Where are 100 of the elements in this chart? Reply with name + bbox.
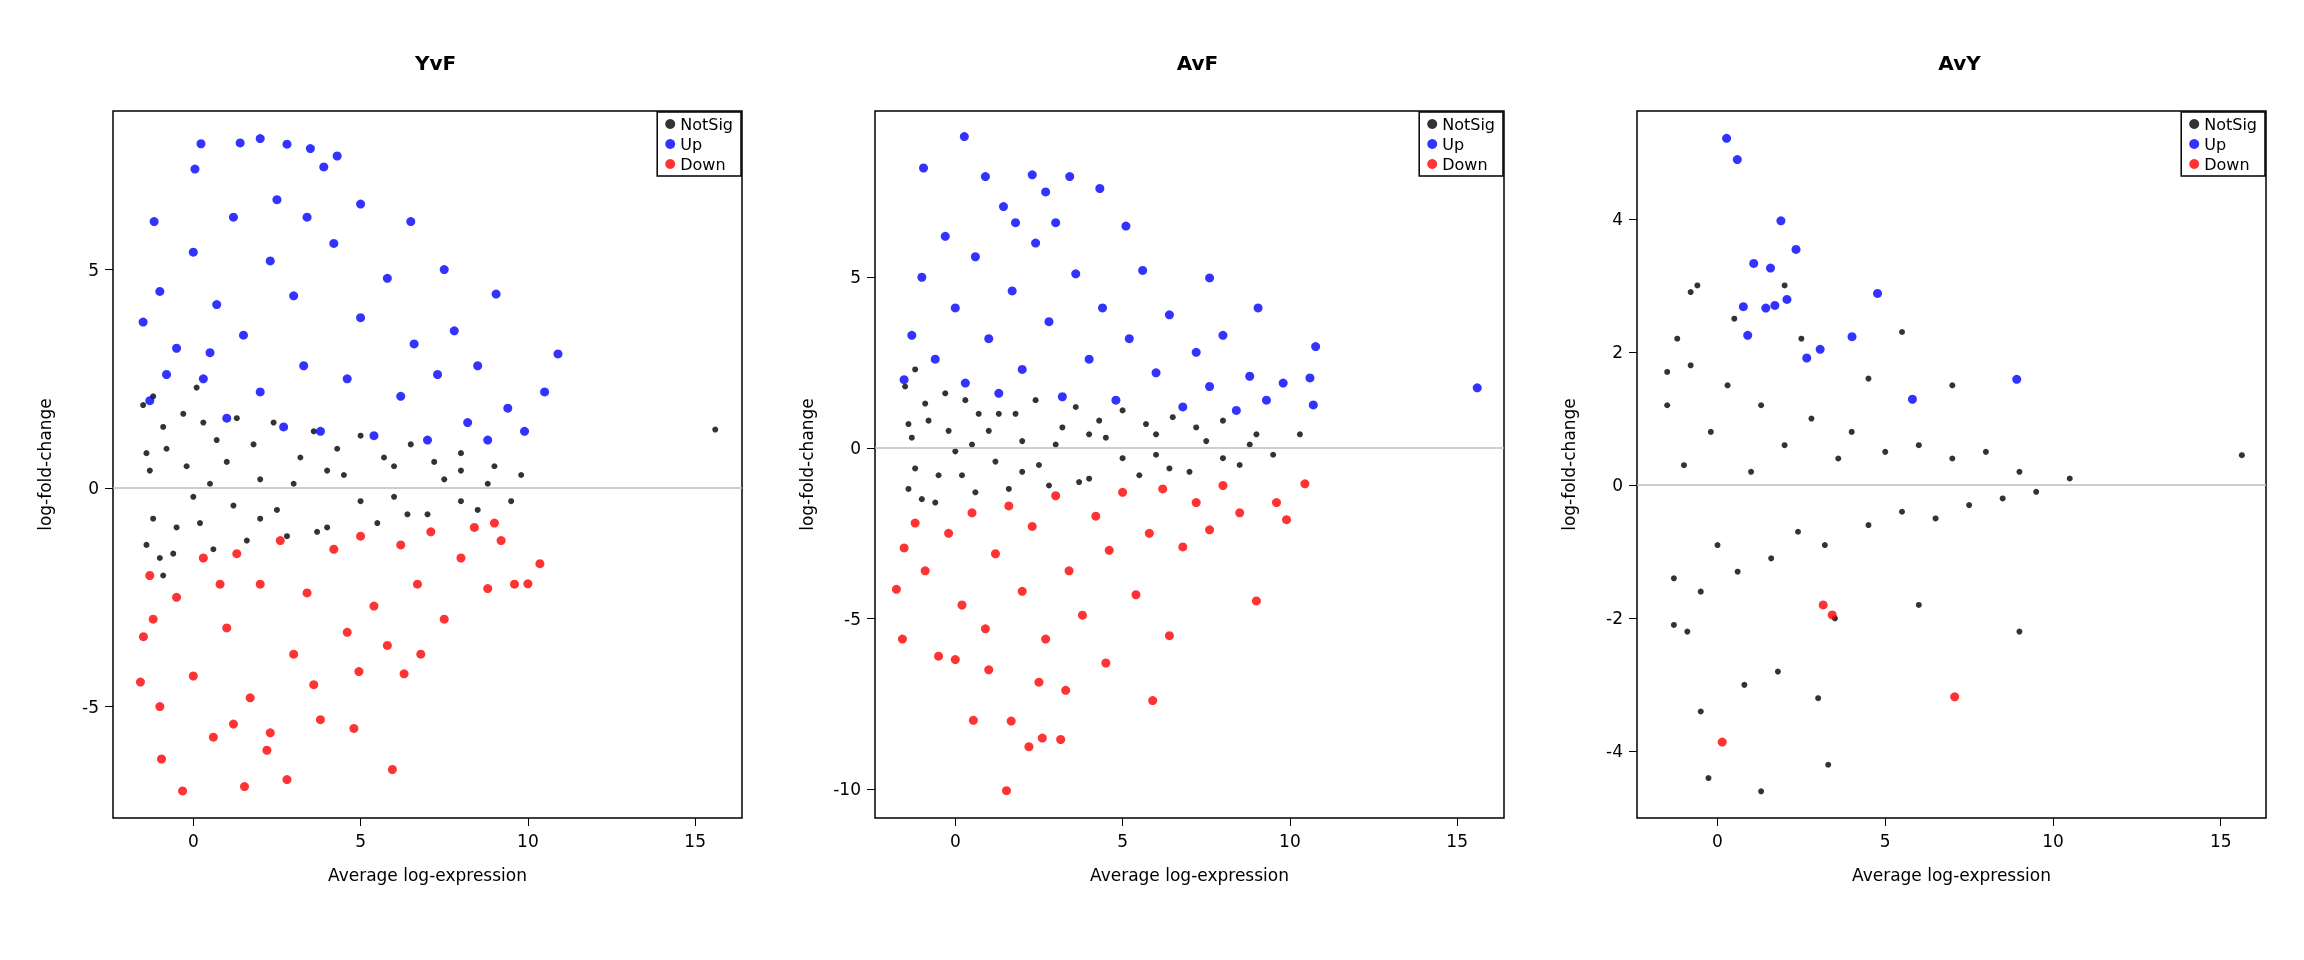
point [1847, 332, 1857, 342]
point [170, 550, 177, 557]
point [1024, 742, 1034, 752]
point [305, 144, 315, 154]
point [257, 515, 264, 522]
point [262, 745, 272, 755]
point [354, 667, 364, 677]
point [1825, 761, 1832, 768]
point [1118, 487, 1128, 497]
point [1694, 282, 1701, 289]
point [920, 566, 930, 576]
point [290, 480, 297, 487]
point [1795, 528, 1802, 535]
point [1770, 300, 1780, 310]
y-tick-label: 0 [850, 437, 861, 458]
point [491, 289, 501, 299]
point [998, 202, 1008, 212]
point [1741, 681, 1748, 688]
legend-label: Up [1442, 134, 1465, 154]
point [282, 775, 292, 785]
point [208, 732, 218, 742]
point [1051, 491, 1061, 501]
point [332, 151, 342, 161]
point [2066, 475, 2073, 482]
legend-label: Down [1442, 154, 1488, 174]
point [198, 553, 208, 563]
point [985, 427, 992, 434]
point [1002, 786, 1011, 796]
point [520, 426, 530, 436]
point [235, 138, 245, 148]
point [1999, 495, 2006, 502]
y-axis-title: log-fold-change [34, 398, 55, 531]
point [1950, 692, 1960, 702]
point [1102, 434, 1109, 441]
point [163, 445, 170, 452]
point [1684, 628, 1691, 635]
point [1915, 601, 1922, 608]
point [155, 286, 165, 296]
point [469, 522, 479, 532]
point [456, 553, 466, 563]
point [1311, 342, 1321, 352]
point [207, 480, 214, 487]
point [1011, 218, 1021, 228]
point [349, 723, 359, 733]
point [1027, 521, 1037, 531]
point [1827, 610, 1837, 620]
point [243, 537, 250, 544]
point [1153, 451, 1160, 458]
point [1670, 575, 1677, 582]
point [1096, 417, 1103, 424]
point [1680, 462, 1687, 469]
point [912, 465, 919, 472]
point [910, 518, 920, 528]
point [1949, 382, 1956, 389]
point [2238, 452, 2245, 459]
point [423, 435, 432, 445]
point [474, 506, 481, 513]
point [1041, 634, 1051, 644]
point [289, 291, 299, 301]
point [1045, 482, 1052, 489]
point [2016, 468, 2023, 475]
point [172, 592, 182, 602]
point [508, 498, 515, 505]
point [1065, 172, 1075, 182]
point [1821, 542, 1828, 549]
point [2033, 488, 2040, 495]
point [1143, 421, 1150, 428]
point [503, 403, 513, 413]
point [297, 454, 304, 461]
point [912, 366, 919, 373]
point [1101, 658, 1111, 668]
point [1865, 522, 1872, 529]
point [265, 256, 275, 266]
point [302, 212, 312, 222]
point [1057, 392, 1067, 402]
point [518, 471, 525, 478]
point [228, 212, 238, 222]
point [907, 330, 917, 340]
point [309, 680, 319, 690]
point [1734, 568, 1741, 575]
point [959, 472, 965, 479]
point [1848, 428, 1855, 435]
point [406, 217, 416, 227]
point [1278, 378, 1288, 388]
x-axis-title: Average log-expression [328, 864, 527, 885]
point [950, 655, 960, 665]
point [223, 458, 230, 465]
point [1035, 462, 1042, 469]
point [180, 410, 187, 417]
point [329, 238, 339, 248]
y-tick-label: 4 [1612, 208, 1623, 229]
point [1305, 373, 1315, 383]
point [173, 524, 180, 531]
point [1051, 218, 1061, 228]
point [1064, 566, 1074, 576]
point [1732, 155, 1742, 165]
point [970, 252, 980, 262]
point [1236, 462, 1243, 469]
point [1056, 734, 1066, 744]
y-tick-label: 2 [1612, 341, 1623, 362]
